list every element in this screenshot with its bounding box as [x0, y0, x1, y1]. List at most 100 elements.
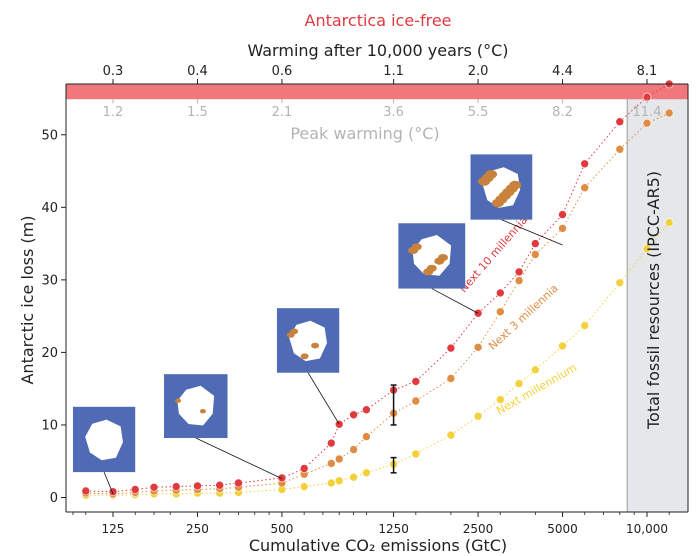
- top-axis-label: Warming after 10,000 years (°C): [247, 41, 508, 60]
- data-point: [193, 481, 202, 491]
- data-point: [580, 159, 590, 169]
- data-point: [362, 432, 371, 441]
- map-insets: [72, 154, 563, 495]
- top-axis-tick-label: 4.4: [552, 64, 573, 79]
- ice-loss-patch: [175, 398, 181, 403]
- data-point: [108, 487, 118, 497]
- data-point: [580, 321, 590, 330]
- x-tick-label: 10,000: [626, 522, 668, 536]
- peak-warming-tick-label: 2.1: [272, 105, 293, 120]
- data-point: [558, 341, 567, 351]
- data-point: [149, 482, 159, 492]
- ice-loss-patch: [411, 243, 422, 251]
- peak-warming-tick-label: 3.6: [383, 105, 404, 120]
- ice-loss-patch: [300, 353, 309, 360]
- data-point: [299, 464, 309, 473]
- data-point: [81, 486, 91, 496]
- y-tick-label: 40: [41, 201, 58, 216]
- inset-leader-line: [103, 471, 114, 495]
- data-point: [446, 343, 456, 353]
- data-point: [615, 278, 625, 288]
- y-tick-label: 20: [41, 346, 58, 361]
- data-point: [362, 405, 371, 415]
- data-point: [215, 480, 224, 490]
- data-point: [664, 218, 674, 227]
- antarctica-icon: [177, 385, 215, 426]
- antarctica-icon: [412, 235, 452, 276]
- plot-underlay: [66, 84, 688, 512]
- data-point: [349, 445, 358, 454]
- ice-loss-patch: [509, 180, 522, 190]
- data-point: [530, 365, 540, 375]
- ice-free-band: [66, 84, 688, 100]
- inset-leader-line: [307, 372, 340, 425]
- data-point: [171, 482, 181, 491]
- x-axis-label: Cumulative CO₂ emissions (GtC): [249, 536, 507, 555]
- data-point: [615, 145, 625, 154]
- data-point: [580, 183, 590, 192]
- series-line-1: [85, 112, 670, 495]
- data-point: [615, 117, 625, 126]
- data-point: [411, 396, 421, 406]
- data-point: [334, 476, 344, 486]
- ice-loss-patch: [426, 264, 437, 272]
- x-tick-label: 500: [270, 522, 293, 536]
- peak-warming-label: Peak warming (°C): [290, 124, 439, 143]
- data-point: [326, 438, 336, 448]
- data-point: [326, 478, 336, 488]
- data-point: [495, 288, 505, 298]
- x-tick-label: 2500: [463, 522, 494, 536]
- x-tick-label: 5000: [547, 522, 578, 536]
- antarctica-icon: [85, 419, 123, 461]
- chart-title: Antarctica ice-free: [305, 11, 452, 30]
- data-point: [530, 239, 540, 248]
- ice-loss-patch: [199, 409, 206, 414]
- data-point: [411, 377, 421, 386]
- data-point: [299, 482, 309, 491]
- series-line-2: [85, 222, 670, 496]
- data-point: [362, 468, 371, 478]
- ice-loss-patch: [290, 328, 299, 335]
- data-point: [642, 244, 652, 253]
- data-point: [234, 478, 243, 488]
- ice-loss-patch: [311, 342, 320, 349]
- y-tick-label: 30: [41, 273, 58, 288]
- data-point: [514, 276, 524, 285]
- data-point: [130, 485, 140, 494]
- fossil-resources-label: Total fossil resources (IPCC-AR5): [644, 171, 663, 430]
- y-tick-label: 10: [41, 418, 58, 433]
- inset-leader-line: [501, 219, 563, 246]
- data-point: [446, 430, 456, 440]
- data-point: [495, 395, 505, 404]
- data-point: [334, 454, 344, 464]
- antarctica-icon: [289, 320, 327, 362]
- data-point: [558, 224, 567, 233]
- data-point: [514, 267, 524, 277]
- data-point: [558, 210, 567, 219]
- data-point: [514, 379, 524, 388]
- top-axis-tick-label: 8.1: [637, 64, 658, 79]
- data-point: [446, 374, 456, 383]
- data-point: [349, 410, 358, 420]
- data-point: [411, 449, 421, 459]
- ice-loss-patch: [485, 170, 497, 179]
- data-point: [664, 108, 674, 118]
- top-axis-tick-label: 0.6: [272, 64, 293, 79]
- y-axis-label: Antarctic ice loss (m): [18, 215, 37, 384]
- peak-warming-tick-label: 5.5: [468, 105, 489, 120]
- inset-leader-line: [431, 288, 479, 314]
- data-point: [473, 342, 483, 352]
- ice-loss-patch: [438, 254, 448, 262]
- top-axis-tick-label: 0.3: [103, 64, 124, 79]
- data-point: [349, 472, 358, 482]
- y-tick-label: 0: [50, 491, 58, 506]
- peak-warming-tick-label: 8.2: [552, 105, 573, 120]
- ice-loss-patch: [498, 191, 511, 201]
- inset-leader-line: [195, 437, 283, 479]
- peak-warming-tick-label: 1.5: [187, 105, 208, 120]
- top-axis-tick-label: 0.4: [187, 64, 208, 79]
- peak-warming-tick-label: 11.4: [633, 105, 662, 120]
- top-axis-tick-label: 1.1: [383, 64, 404, 79]
- y-tick-label: 50: [41, 128, 58, 143]
